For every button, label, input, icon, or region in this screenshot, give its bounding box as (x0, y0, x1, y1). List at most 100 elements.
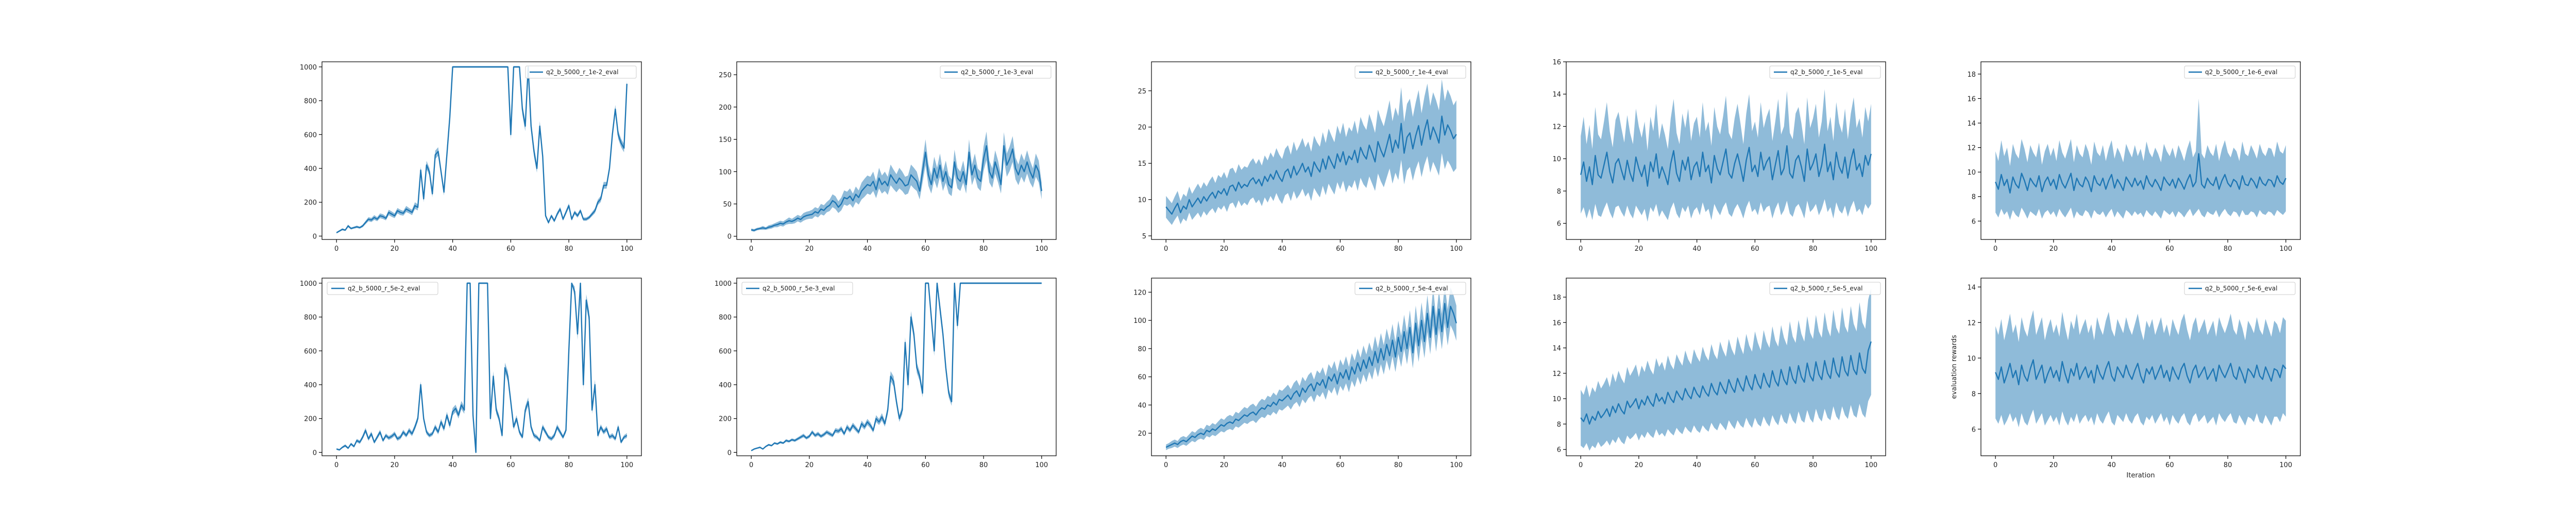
y-tick-label: 800 (719, 314, 732, 322)
y-tick-label: 10 (1552, 156, 1561, 163)
y-tick-label: 120 (1133, 289, 1146, 297)
y-tick-label: 0 (313, 233, 317, 241)
x-tick-label: 100 (2279, 461, 2292, 469)
x-tick-label: 40 (448, 245, 457, 253)
legend-label: q2_b_5000_r_1e-4_eval (1376, 68, 1448, 76)
x-tick-label: 0 (1164, 461, 1168, 469)
y-tick-label: 6 (1557, 220, 1561, 228)
x-tick-label: 40 (1692, 461, 1701, 469)
x-tick-label: 80 (979, 245, 988, 253)
y-tick-label: 250 (719, 72, 732, 79)
subplot-7: 0 20 40 60 80 10002004006008001000q2_b_5000_r… (715, 278, 1057, 469)
mean-line (751, 282, 1042, 452)
y-tick-label: 0 (313, 449, 317, 457)
y-tick-label: 16 (1552, 59, 1561, 66)
x-tick-label: 100 (1865, 245, 1877, 253)
y-tick-label: 5 (1142, 233, 1146, 241)
x-tick-label: 40 (1278, 461, 1286, 469)
y-tick-label: 10 (1138, 197, 1146, 204)
legend-label: q2_b_5000_r_5e-5_eval (1790, 285, 1863, 292)
y-tick-label: 10 (1967, 169, 1976, 177)
x-tick-label: 100 (2279, 245, 2292, 253)
subplot-8: 0 20 40 60 80 100 20 40 60 80 100 120 q2_b_5000_r_5e… (1133, 278, 1471, 469)
y-tick-label: 50 (723, 201, 732, 209)
y-tick-label: 15 (1138, 160, 1146, 168)
y-tick-label: 25 (1138, 88, 1146, 95)
legend-box (327, 282, 438, 295)
x-tick-label: 20 (805, 245, 814, 253)
x-tick-label: 80 (2224, 245, 2232, 253)
y-tick-label: 12 (1552, 370, 1561, 378)
legend: q2_b_5000_r_1e-4_eval (1354, 65, 1466, 79)
y-tick-label: 14 (1552, 91, 1561, 99)
legend-box (940, 65, 1052, 79)
x-tick-label: 40 (863, 245, 872, 253)
plot-frame (1980, 61, 2301, 240)
y-tick-label: 800 (304, 314, 317, 322)
x-tick-label: 100 (1865, 461, 1877, 469)
legend-box (2184, 65, 2296, 79)
y-tick-label: 1000 (300, 280, 317, 288)
x-tick-label: 40 (448, 461, 457, 469)
legend-label: q2_b_5000_r_5e-4_eval (1376, 285, 1448, 292)
legend-box (1354, 282, 1466, 295)
mean-line (1995, 359, 2286, 386)
y-tick-label: 12 (1967, 319, 1976, 327)
legend-label: q2_b_5000_r_5e-2_eval (348, 285, 420, 292)
x-tick-label: 60 (1336, 461, 1345, 469)
y-tick-label: 20 (1138, 124, 1146, 132)
mean-line (1580, 341, 1872, 425)
y-tick-label: 1000 (715, 280, 732, 288)
x-tick-label: 40 (1278, 245, 1286, 253)
y-tick-label: 8 (1972, 194, 1976, 201)
x-tick-label: 100 (1035, 461, 1048, 469)
std-band (1995, 98, 2286, 220)
x-tick-label: 0 (749, 245, 753, 253)
subplot-3: 0 20 40 60 80 100 5 10 15 20 25 q2_b_5000_r_1e-4_ev… (1138, 61, 1471, 253)
y-tick-label: 16 (1552, 319, 1561, 327)
y-tick-label: 200 (304, 199, 317, 207)
y-tick-label: 400 (304, 165, 317, 173)
y-tick-label: 400 (719, 382, 732, 389)
y-tick-label: 600 (719, 348, 732, 355)
plot-frame (1980, 278, 2301, 456)
legend-box (2184, 282, 2296, 295)
x-tick-label: 0 (749, 461, 753, 469)
mean-line (1580, 143, 1872, 187)
y-tick-label: 8 (1972, 390, 1976, 398)
y-tick-label: 60 (1138, 374, 1146, 382)
x-tick-label: 40 (863, 461, 872, 469)
y-tick-label: 20 (1138, 430, 1146, 438)
legend: q2_b_5000_r_1e-3_eval (940, 65, 1052, 79)
y-tick-label: 14 (1552, 345, 1561, 353)
x-tick-label: 0 (1164, 245, 1168, 253)
x-tick-label: 60 (1751, 245, 1759, 253)
mean-line (336, 282, 628, 453)
x-axis-label: Iteration (2126, 472, 2155, 479)
y-tick-label: 600 (304, 348, 317, 355)
y-tick-label: 10 (1967, 355, 1976, 363)
x-tick-label: 100 (1450, 245, 1463, 253)
mean-line (336, 66, 628, 233)
x-tick-label: 80 (1394, 461, 1403, 469)
legend-box (1769, 282, 1881, 295)
x-tick-label: 100 (620, 461, 633, 469)
plot-frame (736, 278, 1057, 456)
legend: q2_b_5000_r_5e-5_eval (1769, 282, 1881, 295)
y-tick-label: 6 (1557, 447, 1561, 454)
x-tick-label: 60 (1336, 245, 1345, 253)
y-tick-label: 12 (1967, 145, 1976, 152)
y-tick-label: 1000 (300, 64, 317, 72)
y-tick-label: 80 (1138, 346, 1146, 353)
x-tick-label: 60 (506, 245, 515, 253)
x-tick-label: 80 (565, 245, 573, 253)
y-axis-label: evaluation rewards (1951, 335, 1958, 399)
y-tick-label: 0 (727, 449, 732, 457)
subplot-5: 0 20 40 60 80 100 6 8 10 12 14 16 18 q2_b_5000_r_1e-6… (1967, 61, 2301, 253)
legend: q2_b_5000_r_1e-6_eval (2184, 65, 2296, 79)
x-tick-label: 0 (1579, 461, 1583, 469)
legend: q2_b_5000_r_1e-2_eval (525, 65, 637, 79)
mean-line (1165, 115, 1457, 215)
legend-label: q2_b_5000_r_1e-6_eval (2205, 68, 2278, 76)
x-tick-label: 0 (1993, 245, 1997, 253)
